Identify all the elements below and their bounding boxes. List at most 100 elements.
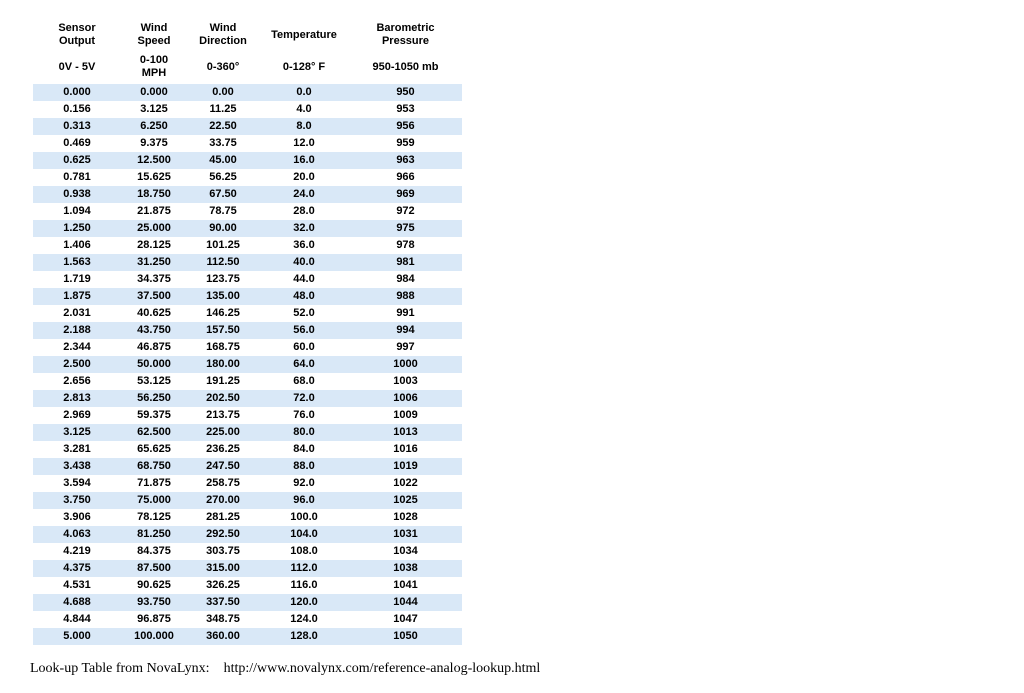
table-cell: 994: [349, 322, 462, 339]
table-cell: 44.0: [293, 273, 315, 285]
table-cell: 2.656: [63, 375, 91, 387]
column-range-temperature: 0-128° F: [282, 60, 326, 73]
table-cell: 53.125: [137, 375, 171, 387]
table-cell: 43.750: [121, 322, 187, 339]
table-row: 1.875 37.500 135.00 48.0 988: [33, 288, 462, 305]
table-cell: 4.531: [63, 579, 91, 591]
table-cell: 953: [396, 103, 415, 115]
table-cell: 67.50: [187, 186, 259, 203]
table-cell: 0.000: [121, 84, 187, 101]
table-row: 2.344 46.875 168.75 60.0 997: [33, 339, 462, 356]
table-cell: 1013: [349, 424, 462, 441]
table-cell: 1038: [349, 560, 462, 577]
table-row: 2.656 53.125 191.25 68.0 1003: [33, 373, 462, 390]
table-cell: 337.50: [187, 594, 259, 611]
table-cell: 65.625: [137, 443, 171, 455]
table-cell: 1044: [349, 594, 462, 611]
table-cell: 1.719: [63, 273, 91, 285]
table-cell: 975: [349, 220, 462, 237]
table-cell: 984: [396, 273, 415, 285]
column-range-wind-direction: 0-360°: [206, 60, 240, 73]
table-cell: 31.250: [121, 254, 187, 271]
table-cell: 0.000: [33, 84, 121, 101]
table-cell: 9.375: [140, 137, 168, 149]
table-cell: 225.00: [187, 424, 259, 441]
table-cell: 72.0: [259, 390, 349, 407]
table-cell: 92.0: [293, 477, 315, 489]
table-cell: 104.0: [259, 526, 349, 543]
table-cell: 3.594: [63, 477, 91, 489]
table-row: 2.969 59.375 213.75 76.0 1009: [33, 407, 462, 424]
table-cell: 16.0: [259, 152, 349, 169]
table-cell: 123.75: [206, 273, 240, 285]
table-cell: 56.250: [121, 390, 187, 407]
table-row: 0.625 12.500 45.00 16.0 963: [33, 152, 462, 169]
column-header-temperature: Temperature: [271, 28, 337, 41]
table-cell: 0.625: [33, 152, 121, 169]
table-cell: 258.75: [206, 477, 240, 489]
table-cell: 71.875: [137, 477, 171, 489]
table-cell: 959: [396, 137, 415, 149]
table-cell: 991: [396, 307, 415, 319]
table-row: 4.531 90.625 326.25 116.0 1041: [33, 577, 462, 594]
table-row: 0.313 6.250 22.50 8.0 956: [33, 118, 462, 135]
table-cell: 108.0: [290, 545, 318, 557]
table-cell: 68.0: [293, 375, 315, 387]
table-cell: 15.625: [137, 171, 171, 183]
table-cell: 0.469: [63, 137, 91, 149]
table-cell: 4.844: [63, 613, 91, 625]
table-cell: 1022: [393, 477, 418, 489]
table-cell: 2.813: [33, 390, 121, 407]
table-cell: 1047: [393, 613, 418, 625]
table-cell: 972: [396, 205, 415, 217]
table-cell: 4.219: [63, 545, 91, 557]
table-cell: 1003: [393, 375, 418, 387]
table-cell: 988: [349, 288, 462, 305]
table-cell: 270.00: [187, 492, 259, 509]
table-cell: 969: [349, 186, 462, 203]
table-cell: 18.750: [121, 186, 187, 203]
analog-lookup-table: Sensor Output Wind Speed Wind Direction …: [33, 12, 462, 645]
header-range-row: 0V - 5V 0-100 MPH 0-360° 0-128° F 950-10…: [33, 54, 462, 84]
table-cell: 50.000: [121, 356, 187, 373]
table-cell: 2.500: [33, 356, 121, 373]
table-cell: 1.406: [63, 239, 91, 251]
table-cell: 128.0: [259, 628, 349, 645]
table-cell: 3.281: [63, 443, 91, 455]
table-cell: 116.0: [290, 579, 318, 591]
table-cell: 281.25: [206, 511, 240, 523]
table-header: Sensor Output Wind Speed Wind Direction …: [33, 12, 462, 84]
table-cell: 60.0: [293, 341, 315, 353]
table-cell: 21.875: [137, 205, 171, 217]
table-cell: 1000: [349, 356, 462, 373]
table-row: 4.375 87.500 315.00 112.0 1038: [33, 560, 462, 577]
table-cell: 0.938: [33, 186, 121, 203]
table-cell: 48.0: [259, 288, 349, 305]
table-row: 2.031 40.625 146.25 52.0 991: [33, 305, 462, 322]
table-row: 4.688 93.750 337.50 120.0 1044: [33, 594, 462, 611]
table-cell: 40.0: [259, 254, 349, 271]
table-cell: 981: [349, 254, 462, 271]
table-cell: 8.0: [259, 118, 349, 135]
table-cell: 2.969: [63, 409, 91, 421]
table-row: 5.000 100.000 360.00 128.0 1050: [33, 628, 462, 645]
table-cell: 168.75: [206, 341, 240, 353]
table-row: 0.000 0.000 0.00 0.0 950: [33, 84, 462, 101]
table-cell: 124.0: [290, 613, 318, 625]
table-cell: 4.0: [296, 103, 312, 115]
table-row: 3.750 75.000 270.00 96.0 1025: [33, 492, 462, 509]
table-cell: 1009: [393, 409, 418, 421]
table-cell: 25.000: [121, 220, 187, 237]
table-cell: 180.00: [187, 356, 259, 373]
table-cell: 1041: [393, 579, 418, 591]
column-range-wind-speed: 0-100 MPH: [139, 54, 169, 79]
table-cell: 28.125: [137, 239, 171, 251]
table-cell: 0.0: [259, 84, 349, 101]
table-cell: 11.25: [209, 103, 237, 115]
table-cell: 1.250: [33, 220, 121, 237]
table-row: 0.938 18.750 67.50 24.0 969: [33, 186, 462, 203]
table-cell: 1.875: [33, 288, 121, 305]
table-cell: 28.0: [293, 205, 315, 217]
table-cell: 2.344: [63, 341, 91, 353]
table-cell: 84.0: [293, 443, 315, 455]
